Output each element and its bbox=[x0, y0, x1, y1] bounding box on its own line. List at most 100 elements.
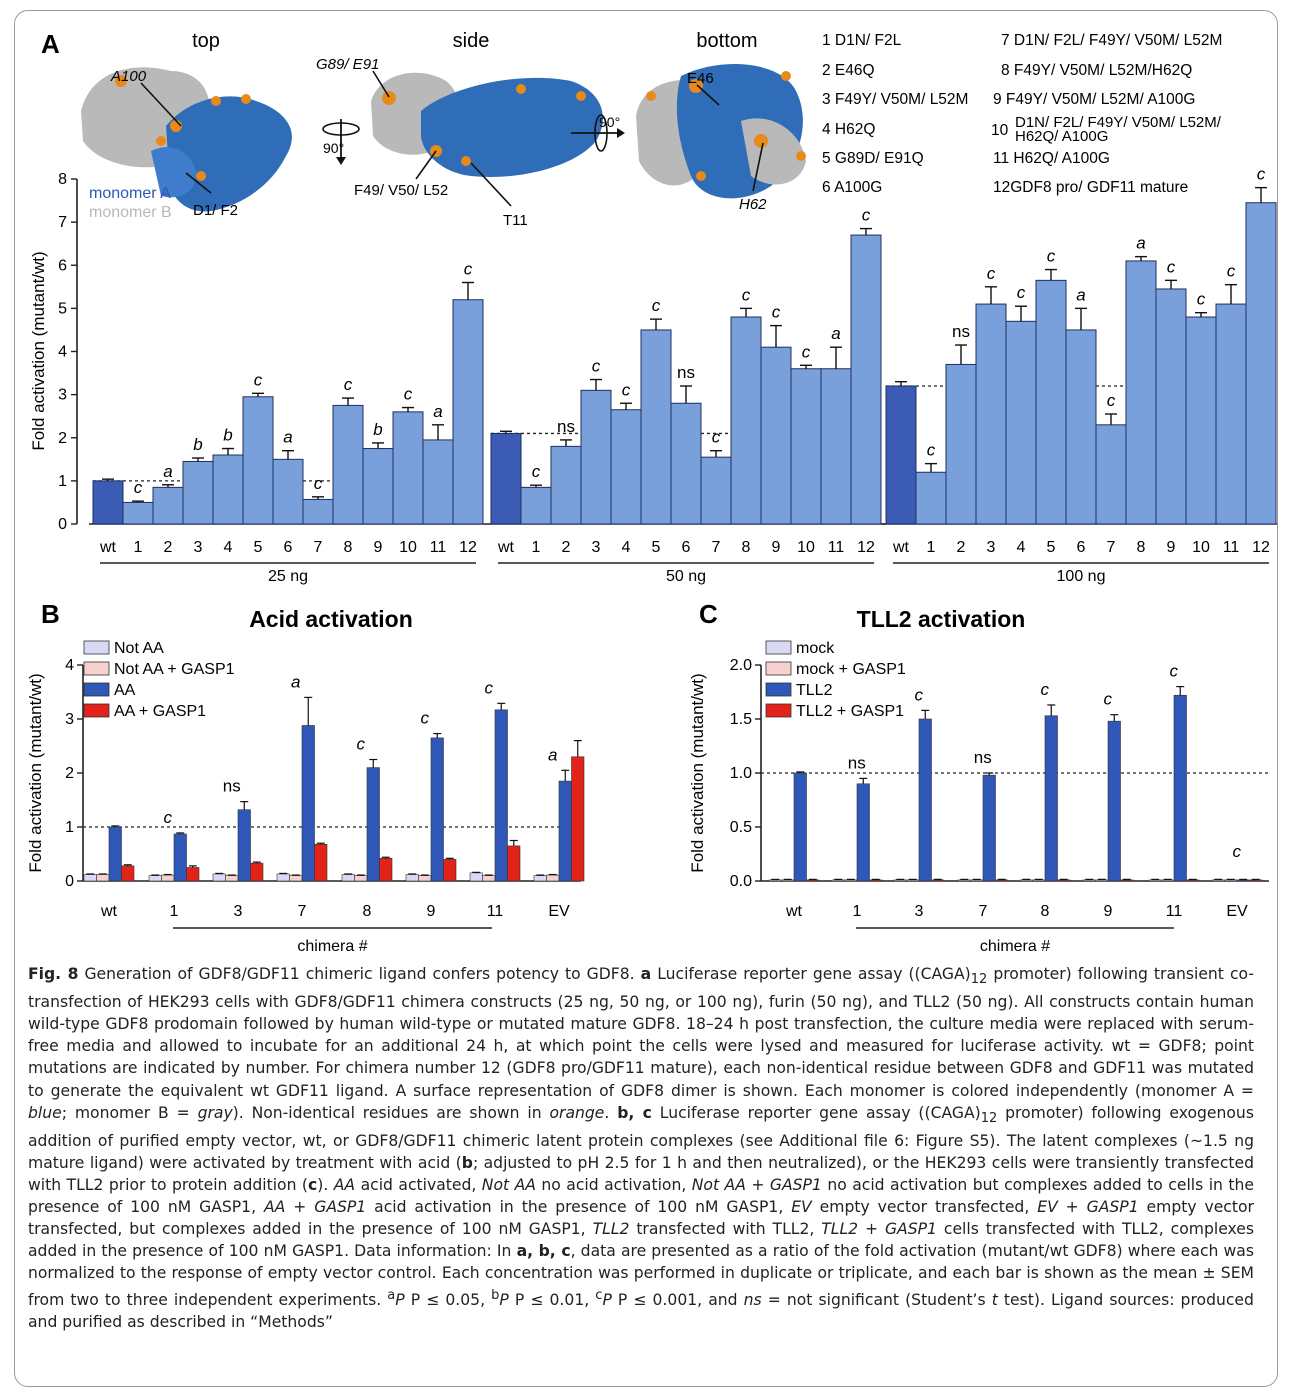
view-bottom-label: bottom bbox=[696, 30, 757, 52]
caption-aagasp: AA + GASP1 bbox=[264, 1198, 367, 1217]
caption-tll2: TLL2 bbox=[592, 1220, 630, 1239]
bar bbox=[96, 874, 110, 882]
y-tick-label: 0.5 bbox=[730, 819, 752, 836]
bar bbox=[452, 299, 484, 525]
bar bbox=[186, 867, 200, 882]
x-tick-label: 6 bbox=[682, 539, 691, 556]
monomer-a-surface-2 bbox=[151, 147, 197, 198]
x-tick-label: 3 bbox=[987, 539, 996, 556]
orange-residue bbox=[646, 91, 656, 101]
legend-swatch bbox=[83, 640, 110, 655]
bar bbox=[405, 874, 419, 882]
significance-label: c bbox=[592, 357, 601, 376]
y-tick-label: 2 bbox=[65, 765, 74, 782]
caption-gray: gray bbox=[197, 1103, 233, 1122]
bar bbox=[931, 879, 945, 882]
bar bbox=[418, 875, 432, 882]
significance-label: c bbox=[1227, 262, 1236, 281]
mutation-item: 3 F49Y/ V50M/ L52M bbox=[822, 91, 968, 108]
caption-c-label: c bbox=[308, 1176, 318, 1195]
y-tick-label: 6 bbox=[58, 257, 67, 274]
significance-label: c bbox=[772, 303, 781, 322]
significance-label: c bbox=[1233, 842, 1242, 861]
significance-label: ns bbox=[677, 363, 695, 382]
significance-label: c bbox=[464, 260, 473, 279]
x-tick-label: 10 bbox=[797, 539, 815, 556]
bar bbox=[975, 303, 1007, 525]
bar bbox=[212, 454, 244, 525]
bar bbox=[161, 874, 175, 882]
bar bbox=[507, 845, 521, 882]
significance-label: c bbox=[532, 462, 541, 481]
x-tick-label: 6 bbox=[284, 539, 293, 556]
orange-residue bbox=[115, 75, 127, 87]
bar bbox=[520, 486, 552, 525]
pointer-line bbox=[470, 162, 512, 207]
significance-label: c bbox=[1257, 165, 1266, 184]
monomer-a-surface bbox=[420, 77, 603, 177]
significance-label: ns bbox=[557, 417, 575, 436]
caption-notaa-def: no acid activation, bbox=[541, 1176, 687, 1195]
legend-swatch bbox=[83, 661, 110, 676]
y-tick-label: 7 bbox=[58, 214, 67, 231]
significance-label: c bbox=[1041, 680, 1050, 699]
legend-swatch bbox=[765, 661, 792, 676]
figure-canvas: A top side bottom A100 D1/ F2 90° bbox=[26, 29, 1277, 955]
pointer-line bbox=[696, 84, 720, 106]
significance-label: ns bbox=[952, 322, 970, 341]
caption-abc: a, b, c bbox=[516, 1242, 571, 1261]
bar bbox=[1035, 279, 1067, 525]
caption-pa: P ≤ 0.05, bbox=[410, 1290, 486, 1309]
x-tick-label: 5 bbox=[254, 539, 263, 556]
bar bbox=[301, 725, 315, 882]
bar bbox=[1215, 303, 1247, 525]
significance-label: a bbox=[163, 462, 172, 481]
x-tick-label: 11 bbox=[1166, 903, 1183, 920]
y-tick-label: 1.0 bbox=[730, 765, 752, 782]
x-axis-title: chimera # bbox=[297, 938, 367, 955]
x-tick-label: 4 bbox=[1017, 539, 1026, 556]
protein-structure-bottom: E46 H62 bbox=[636, 64, 806, 213]
mutation-item: 5 G89D/ E91Q bbox=[822, 150, 924, 167]
x-tick-label: 2 bbox=[957, 539, 966, 556]
orange-residue bbox=[754, 134, 768, 148]
residue-label-d1-f2: D1/ F2 bbox=[193, 202, 238, 219]
bar bbox=[490, 432, 522, 525]
legend-label: AA + GASP1 bbox=[114, 703, 206, 720]
caption-orange: orange bbox=[549, 1103, 605, 1122]
bar bbox=[1095, 879, 1109, 882]
bar bbox=[1065, 329, 1097, 525]
orange-residue bbox=[796, 151, 806, 161]
y-axis-title: Fold activation (mutant/wt) bbox=[688, 673, 707, 872]
y-tick-label: 0.0 bbox=[730, 873, 752, 890]
bar bbox=[970, 879, 984, 882]
bar bbox=[1245, 202, 1277, 525]
significance-label: c bbox=[862, 206, 871, 225]
x-tick-label: wt bbox=[785, 903, 803, 920]
caption-sub-2: 12 bbox=[980, 1110, 998, 1126]
x-tick-label: 7 bbox=[712, 539, 721, 556]
caption-title: Generation of GDF8/GDF11 chimeric ligand… bbox=[84, 965, 635, 983]
bar bbox=[885, 385, 917, 525]
x-tick-label: 3 bbox=[194, 539, 203, 556]
significance-label: a bbox=[548, 745, 557, 764]
significance-label: c bbox=[802, 342, 811, 361]
bar bbox=[831, 879, 845, 882]
bar bbox=[314, 843, 328, 882]
x-tick-label: 7 bbox=[1107, 539, 1116, 556]
significance-label: c bbox=[1047, 247, 1056, 266]
x-tick-label: 3 bbox=[234, 903, 243, 920]
bar bbox=[354, 875, 368, 882]
panel-c-label: C bbox=[699, 599, 718, 629]
significance-label: ns bbox=[223, 777, 241, 796]
mutation-item: 9 F49Y/ V50M/ L52M/ A100G bbox=[993, 91, 1195, 108]
mutation-item: 2 E46Q bbox=[822, 62, 875, 79]
significance-label: c bbox=[927, 441, 936, 460]
significance-label: c bbox=[254, 370, 263, 389]
caption-sup-c: c bbox=[595, 1287, 603, 1303]
residue-label-a100: A100 bbox=[110, 68, 147, 85]
y-tick-label: 1.5 bbox=[730, 711, 752, 728]
significance-label: ns bbox=[848, 753, 866, 772]
significance-label: c bbox=[164, 808, 173, 827]
significance-label: c bbox=[404, 385, 413, 404]
